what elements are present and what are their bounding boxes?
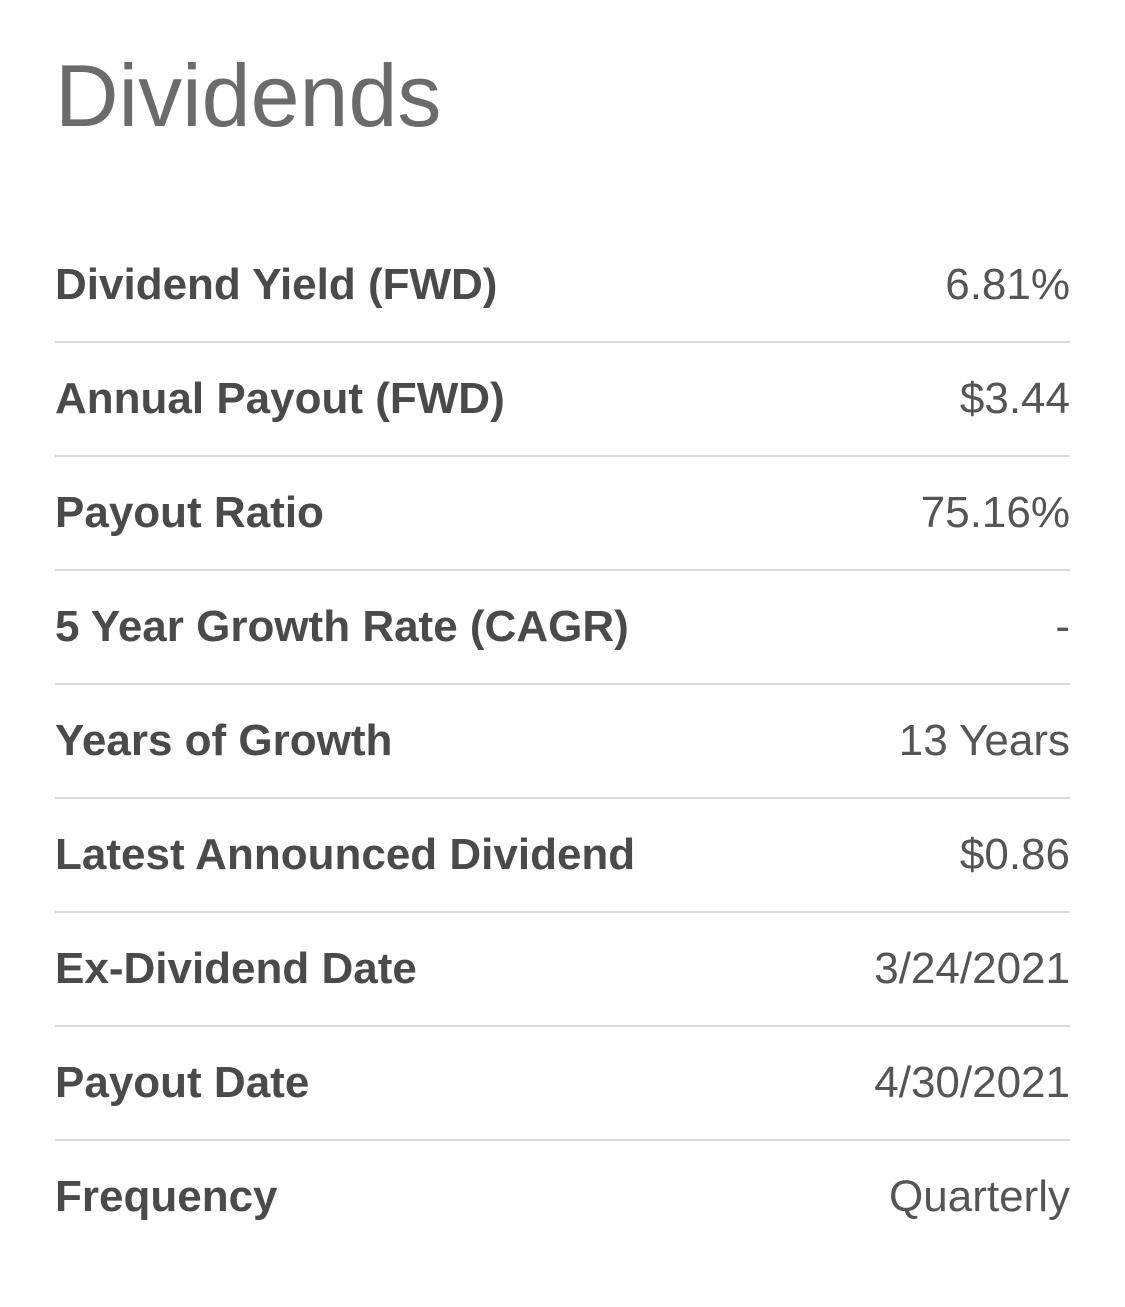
stat-value: 4/30/2021 bbox=[874, 1058, 1070, 1107]
stat-value: 13 Years bbox=[898, 716, 1070, 765]
stat-label: Dividend Yield (FWD) bbox=[55, 260, 498, 309]
stat-row-annual-payout: Annual Payout (FWD) $3.44 bbox=[55, 343, 1070, 457]
stat-value: $0.86 bbox=[959, 830, 1070, 879]
stat-row-latest-dividend: Latest Announced Dividend $0.86 bbox=[55, 799, 1070, 913]
stat-label: Years of Growth bbox=[55, 716, 393, 765]
stat-row-years-of-growth: Years of Growth 13 Years bbox=[55, 685, 1070, 799]
stat-value: 6.81% bbox=[945, 260, 1070, 309]
stat-label: Payout Ratio bbox=[55, 488, 324, 537]
stat-row-payout-date: Payout Date 4/30/2021 bbox=[55, 1027, 1070, 1141]
stat-value: - bbox=[1055, 602, 1070, 651]
stat-label: Payout Date bbox=[55, 1058, 310, 1107]
stat-value: 75.16% bbox=[920, 488, 1070, 537]
stat-label: Annual Payout (FWD) bbox=[55, 374, 505, 423]
dividend-stats-list: Dividend Yield (FWD) 6.81% Annual Payout… bbox=[55, 229, 1070, 1253]
stat-label: 5 Year Growth Rate (CAGR) bbox=[55, 602, 629, 651]
stat-row-dividend-yield: Dividend Yield (FWD) 6.81% bbox=[55, 229, 1070, 343]
stat-row-growth-rate: 5 Year Growth Rate (CAGR) - bbox=[55, 571, 1070, 685]
stat-value: $3.44 bbox=[959, 374, 1070, 423]
stat-value: 3/24/2021 bbox=[874, 944, 1070, 993]
stat-row-frequency: Frequency Quarterly bbox=[55, 1141, 1070, 1253]
stat-label: Latest Announced Dividend bbox=[55, 830, 636, 879]
stat-value: Quarterly bbox=[889, 1172, 1070, 1221]
stat-row-payout-ratio: Payout Ratio 75.16% bbox=[55, 457, 1070, 571]
stat-row-ex-dividend-date: Ex-Dividend Date 3/24/2021 bbox=[55, 913, 1070, 1027]
stat-label: Frequency bbox=[55, 1172, 278, 1221]
stat-label: Ex-Dividend Date bbox=[55, 944, 417, 993]
section-title: Dividends bbox=[55, 46, 442, 145]
